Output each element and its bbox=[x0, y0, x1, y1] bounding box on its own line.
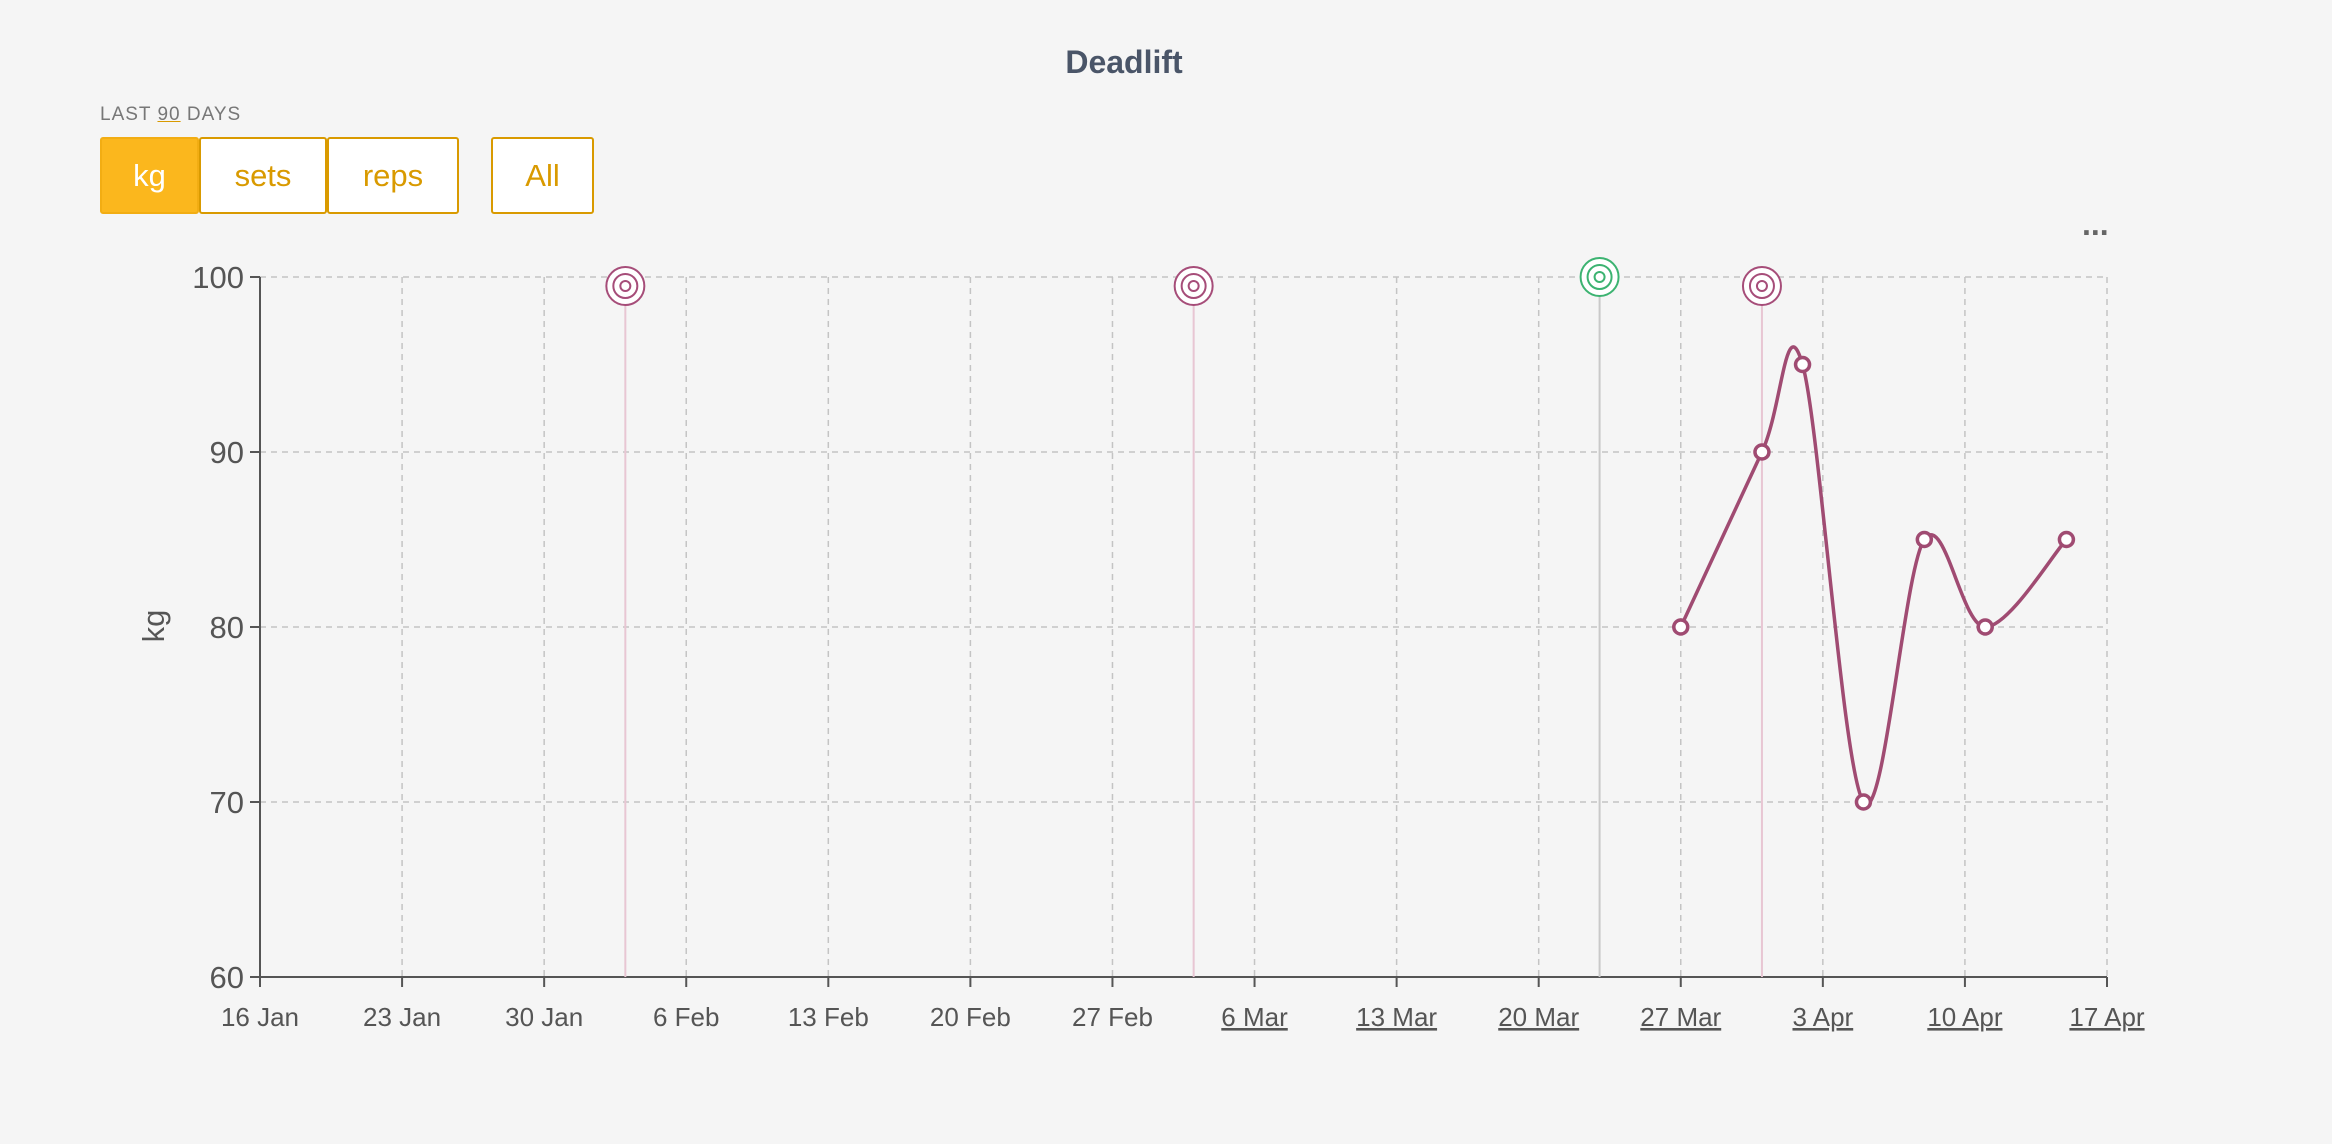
x-tick-label: 6 Feb bbox=[653, 1002, 720, 1032]
x-tick-label[interactable]: 10 Apr bbox=[1927, 1002, 2003, 1032]
data-point bbox=[1976, 618, 1994, 636]
data-point bbox=[1672, 618, 1690, 636]
data-point bbox=[1915, 530, 1934, 549]
pr-marker bbox=[605, 266, 646, 306]
title: Deadlift bbox=[1065, 44, 1183, 80]
pr-marker bbox=[619, 280, 632, 292]
x-tick-label: 23 Jan bbox=[363, 1002, 441, 1032]
data-point bbox=[1854, 793, 1873, 811]
x-tick-label: 20 Feb bbox=[930, 1002, 1011, 1032]
pr-marker bbox=[612, 273, 639, 299]
series-line bbox=[1679, 345, 2068, 807]
range-suffix: DAYS bbox=[186, 104, 242, 125]
data-point bbox=[1793, 355, 1812, 374]
unit-button[interactable]: reps bbox=[327, 137, 459, 214]
pr-marker bbox=[1180, 273, 1207, 299]
pr-marker bbox=[1187, 280, 1200, 292]
x-tick-label[interactable]: 17 Apr bbox=[2069, 1002, 2145, 1032]
x-tick-label[interactable]: 20 Mar bbox=[1498, 1002, 1579, 1032]
data-point bbox=[1753, 443, 1771, 461]
range-days[interactable]: 90 bbox=[157, 104, 181, 125]
range-label: LAST 90 DAYS bbox=[100, 104, 241, 126]
x-tick-label[interactable]: 6 Mar bbox=[1221, 1002, 1288, 1032]
y-tick-label: 100 bbox=[192, 260, 244, 295]
x-tick-label: 27 Feb bbox=[1072, 1002, 1153, 1032]
menu-button[interactable]: ... bbox=[2082, 206, 2109, 242]
y-axis-label: kg bbox=[136, 610, 171, 643]
y-tick-label: 90 bbox=[210, 435, 244, 470]
pr-marker bbox=[1593, 271, 1606, 283]
x-tick-label: 13 Feb bbox=[788, 1002, 869, 1032]
x-tick-label: 30 Jan bbox=[505, 1002, 583, 1032]
x-tick-label[interactable]: 27 Mar bbox=[1640, 1002, 1721, 1032]
pr-marker bbox=[1173, 266, 1214, 306]
pr-marker bbox=[1741, 266, 1782, 306]
pr-marker bbox=[1755, 280, 1768, 292]
x-tick-label[interactable]: 3 Apr bbox=[1792, 1002, 1853, 1032]
y-tick-label: 80 bbox=[210, 610, 244, 645]
x-tick-label: 16 Jan bbox=[221, 1002, 299, 1032]
pr-marker bbox=[1579, 257, 1620, 297]
pr-marker bbox=[1748, 273, 1775, 299]
range-prefix: LAST bbox=[100, 104, 152, 125]
unit-button[interactable]: sets bbox=[199, 137, 327, 214]
y-tick-label: 70 bbox=[210, 785, 244, 820]
unit-button[interactable]: kg bbox=[100, 137, 199, 214]
range-button[interactable]: All bbox=[491, 137, 594, 214]
y-tick-label: 60 bbox=[210, 960, 244, 995]
data-point bbox=[2057, 530, 2076, 549]
x-tick-label[interactable]: 13 Mar bbox=[1356, 1002, 1437, 1032]
pr-marker bbox=[1586, 264, 1613, 290]
